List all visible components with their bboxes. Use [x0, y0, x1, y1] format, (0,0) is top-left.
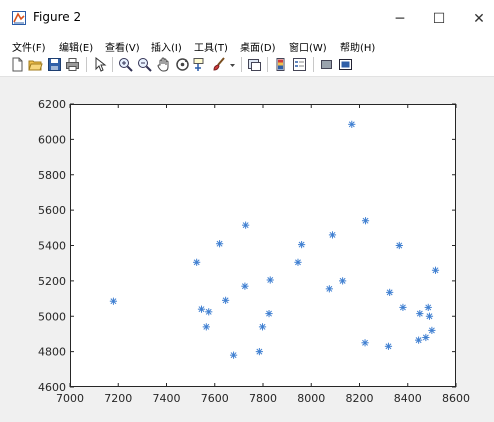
- data-point: [339, 277, 347, 285]
- show-plot-tools-icon[interactable]: [338, 57, 353, 72]
- data-point: [361, 217, 370, 225]
- x-tick-label: 8400: [394, 392, 422, 405]
- data-point: [328, 231, 337, 239]
- x-tick-label: 8200: [346, 392, 374, 405]
- colorbar-icon[interactable]: [273, 57, 288, 72]
- data-point: [258, 323, 267, 331]
- x-tick-label: 8000: [297, 392, 325, 405]
- toolbar-separator: [267, 57, 268, 72]
- data-point: [255, 348, 263, 356]
- data-point: [229, 351, 238, 359]
- y-tick-label: 5600: [38, 204, 66, 217]
- hide-plot-tools-icon[interactable]: [319, 57, 334, 72]
- title-bar[interactable]: Figure 2 ─ ☐ ✕: [0, 0, 494, 37]
- data-point: [384, 342, 393, 350]
- toolbar-separator: [112, 57, 113, 72]
- data-point: [425, 312, 434, 320]
- data-point: [215, 240, 224, 248]
- rotate-3d-icon[interactable]: [175, 57, 190, 72]
- menu-desktop[interactable]: 桌面(D): [240, 43, 276, 54]
- scatter-plot[interactable]: 7000 7200 7400 7600 7800 8000 8200 8400 8600 4600…: [0, 77, 494, 422]
- save-icon[interactable]: [47, 57, 62, 72]
- data-point: [325, 285, 333, 293]
- data-point: [202, 323, 210, 331]
- data-point: [197, 305, 206, 313]
- data-point: [266, 276, 274, 284]
- link-plot-icon[interactable]: [247, 57, 262, 72]
- menu-tools[interactable]: 工具(T): [194, 43, 228, 54]
- y-tick-label: 5200: [38, 275, 66, 288]
- toolbar-separator: [86, 57, 87, 72]
- data-point: [298, 241, 306, 249]
- menu-view[interactable]: 查看(V): [105, 43, 140, 54]
- data-point: [193, 258, 201, 266]
- chevron-down-icon[interactable]: [229, 57, 236, 72]
- data-point: [109, 297, 118, 305]
- minimize-button[interactable]: ─: [395, 11, 405, 27]
- x-tick-label: 7800: [249, 392, 277, 405]
- data-point: [428, 326, 436, 334]
- pan-icon[interactable]: [156, 57, 171, 72]
- data-point: [415, 336, 423, 344]
- y-tick-label: 5400: [38, 240, 66, 253]
- data-point: [242, 221, 250, 229]
- figure-canvas[interactable]: 7000 7200 7400 7600 7800 8000 8200 8400 8600 4600…: [0, 77, 494, 422]
- toolbar: [0, 54, 494, 77]
- data-point: [399, 303, 407, 312]
- y-tick-label: 5800: [38, 169, 66, 182]
- data-point: [431, 266, 440, 274]
- print-icon[interactable]: [65, 57, 80, 72]
- data-point: [265, 309, 273, 318]
- data-point: [361, 339, 369, 347]
- data-cursor-icon[interactable]: [193, 57, 208, 72]
- y-tick-label: 4600: [38, 381, 66, 394]
- data-point: [294, 258, 302, 266]
- data-point: [424, 303, 432, 312]
- data-point: [395, 241, 403, 250]
- y-tick-label: 5000: [38, 310, 66, 323]
- menu-window[interactable]: 窗口(W): [289, 43, 327, 54]
- x-tick-label: 7200: [104, 392, 132, 405]
- maximize-button[interactable]: ☐: [432, 11, 446, 27]
- data-point: [222, 296, 230, 304]
- y-tick-label: 6000: [38, 133, 66, 146]
- close-button[interactable]: ✕: [473, 11, 485, 27]
- data-point: [348, 120, 356, 128]
- data-point: [241, 282, 249, 290]
- zoom-out-icon[interactable]: [137, 57, 152, 72]
- data-point: [422, 333, 430, 342]
- zoom-in-icon[interactable]: [118, 57, 133, 72]
- x-tick-label: 7600: [201, 392, 229, 405]
- x-tick-label: 7400: [153, 392, 181, 405]
- menu-insert[interactable]: 插入(I): [151, 43, 182, 54]
- axes-background[interactable]: [70, 104, 456, 387]
- menu-help[interactable]: 帮助(H): [340, 43, 376, 54]
- legend-icon[interactable]: [292, 57, 307, 72]
- data-point: [386, 288, 394, 296]
- open-file-icon[interactable]: [28, 57, 43, 72]
- toolbar-separator: [241, 57, 242, 72]
- pointer-icon[interactable]: [92, 57, 107, 72]
- y-tick-label: 4800: [38, 346, 66, 359]
- x-tick-label: 8600: [442, 392, 470, 405]
- toolbar-separator: [313, 57, 314, 72]
- data-point: [205, 308, 213, 316]
- y-tick-label: 6200: [38, 98, 66, 111]
- new-figure-icon[interactable]: [10, 57, 25, 72]
- window-title: Figure 2: [33, 10, 82, 24]
- menu-file[interactable]: 文件(F): [12, 43, 46, 54]
- brush-icon[interactable]: [212, 57, 227, 72]
- menu-edit[interactable]: 编辑(E): [59, 43, 94, 54]
- axes-frame: [70, 104, 456, 387]
- menu-bar: 文件(F) 编辑(E) 查看(V) 插入(I) 工具(T) 桌面(D) 窗口(W…: [0, 37, 494, 54]
- data-point: [416, 309, 424, 318]
- x-tick-label: 7000: [56, 392, 84, 405]
- matlab-figure-icon: [12, 11, 26, 25]
- tick-labels: 7000 7200 7400 7600 7800 8000 8200 8400 8600 4600…: [38, 98, 470, 405]
- data-markers: [109, 120, 440, 359]
